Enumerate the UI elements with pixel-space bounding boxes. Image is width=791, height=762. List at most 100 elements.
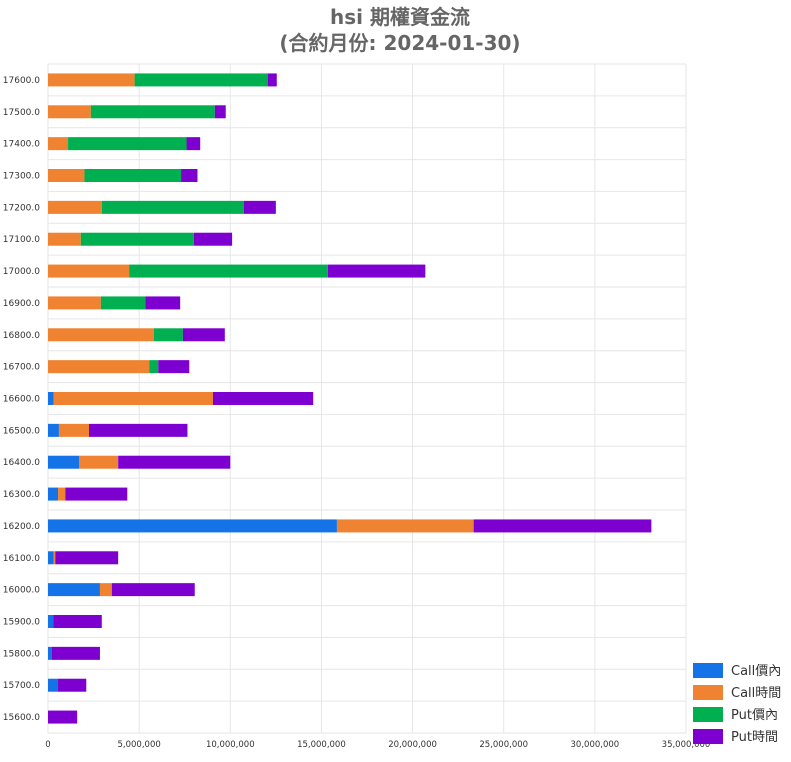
bar-segment[interactable] <box>182 328 225 342</box>
y-tick-label: 17100.0 <box>3 235 40 245</box>
bar-segment[interactable] <box>48 710 78 724</box>
bar-segment[interactable] <box>111 583 195 597</box>
legend-item[interactable]: Call價內 <box>693 663 781 679</box>
bar-segment[interactable] <box>48 105 91 119</box>
bar-segment[interactable] <box>58 678 87 692</box>
bar-segment[interactable] <box>78 455 119 469</box>
y-tick-label: 16600.0 <box>3 395 40 405</box>
bar-segment[interactable] <box>58 423 90 437</box>
bar-segment[interactable] <box>65 487 128 501</box>
bar-segment[interactable] <box>48 328 154 342</box>
bar-segment[interactable] <box>149 360 159 374</box>
bar-segment[interactable] <box>193 232 233 246</box>
bar-segment[interactable] <box>53 551 56 565</box>
bar-segment[interactable] <box>212 392 314 405</box>
y-tick-label: 15600.0 <box>3 713 40 723</box>
bar-segment[interactable] <box>80 232 194 246</box>
y-tick-label: 15900.0 <box>3 618 40 628</box>
bar-segment[interactable] <box>186 137 201 151</box>
bar-segment[interactable] <box>58 487 66 501</box>
bar-segment[interactable] <box>48 392 54 405</box>
y-tick-label: 16800.0 <box>3 331 40 341</box>
bar-segment[interactable] <box>48 487 59 501</box>
bar-segment[interactable] <box>243 200 276 214</box>
bar-segment[interactable] <box>214 105 226 119</box>
x-tick-label: 0 <box>45 740 50 750</box>
bar-segment[interactable] <box>48 583 100 597</box>
bar-segment[interactable] <box>48 232 81 246</box>
bar-segment[interactable] <box>48 646 52 660</box>
y-tick-label: 16400.0 <box>3 458 40 468</box>
bar-segment[interactable] <box>153 328 183 342</box>
bar-segment[interactable] <box>48 73 135 87</box>
y-tick-label: 17200.0 <box>3 203 40 213</box>
y-tick-label: 16700.0 <box>3 363 40 373</box>
bar-segment[interactable] <box>336 519 474 533</box>
bar-segment[interactable] <box>100 296 146 310</box>
y-tick-label: 16300.0 <box>3 490 40 500</box>
legend[interactable]: Call價內 Call時間 Put價內 Put時間 <box>693 663 781 745</box>
legend-item[interactable]: Call時間 <box>693 685 781 701</box>
bar-segment[interactable] <box>48 615 54 628</box>
x-tick-label: 35,000,000 <box>662 740 711 750</box>
y-tick-label: 17500.0 <box>3 108 40 118</box>
bar-segment[interactable] <box>129 264 328 278</box>
x-tick-label: 25,000,000 <box>479 740 528 750</box>
y-axis-ticks: 17600.0 17500.0 17400.0 17300.0 17200.0 17100… <box>3 76 40 723</box>
y-tick-label: 16100.0 <box>3 554 40 564</box>
x-tick-label: 30,000,000 <box>571 740 620 750</box>
bar-segment[interactable] <box>53 615 102 628</box>
bar-segment[interactable] <box>473 519 652 533</box>
bar-segment[interactable] <box>84 169 182 182</box>
legend-swatch <box>693 707 723 722</box>
bar-segment[interactable] <box>48 360 150 374</box>
legend-swatch <box>693 663 723 678</box>
bar-segment[interactable] <box>48 296 101 310</box>
bar-segment[interactable] <box>53 392 213 405</box>
x-axis-ticks: 0 5,000,000 10,000,000 15,000,000 20,000,000… <box>45 740 710 750</box>
bar-segment[interactable] <box>327 264 426 278</box>
x-tick-label: 20,000,000 <box>388 740 437 750</box>
chart-subtitle: (合約月份: 2024-01-30) <box>279 31 520 55</box>
legend-label: Put價內 <box>731 708 778 723</box>
bar-segment[interactable] <box>101 200 244 214</box>
bar-segment[interactable] <box>48 200 102 214</box>
y-tick-label: 17600.0 <box>3 76 40 86</box>
bar-segment[interactable] <box>48 264 130 278</box>
bar-segment[interactable] <box>89 423 188 437</box>
legend-swatch <box>693 685 723 700</box>
legend-swatch <box>693 729 723 744</box>
legend-item[interactable]: Put時間 <box>693 729 778 745</box>
y-tick-label: 17300.0 <box>3 172 40 182</box>
bar-segment[interactable] <box>48 137 69 151</box>
y-tick-label: 16000.0 <box>3 586 40 596</box>
bar-segment[interactable] <box>51 646 100 660</box>
bar-segment[interactable] <box>158 360 190 374</box>
bar-segment[interactable] <box>48 551 54 565</box>
bar-segment[interactable] <box>55 551 119 565</box>
y-tick-label: 15700.0 <box>3 681 40 691</box>
bar-segment[interactable] <box>48 423 59 437</box>
bar-segment[interactable] <box>48 519 337 533</box>
bar-segment[interactable] <box>90 105 215 119</box>
bar-segment[interactable] <box>134 73 268 87</box>
y-tick-label: 16900.0 <box>3 299 40 309</box>
bar-segment[interactable] <box>267 73 277 87</box>
x-tick-label: 15,000,000 <box>297 740 346 750</box>
y-tick-label: 16200.0 <box>3 522 40 532</box>
bar-segment[interactable] <box>48 455 79 469</box>
bar-segment[interactable] <box>118 455 231 469</box>
bar-segment[interactable] <box>181 169 198 182</box>
legend-label: Call時間 <box>731 686 781 701</box>
bar-segment[interactable] <box>68 137 187 151</box>
y-tick-label: 16500.0 <box>3 426 40 436</box>
y-tick-label: 15800.0 <box>3 649 40 659</box>
bar-segment[interactable] <box>48 678 59 692</box>
y-tick-label: 17000.0 <box>3 267 40 277</box>
legend-item[interactable]: Put價內 <box>693 707 778 723</box>
x-tick-label: 10,000,000 <box>206 740 255 750</box>
bar-segment[interactable] <box>48 169 85 182</box>
bar-segment[interactable] <box>99 583 112 597</box>
x-tick-label: 5,000,000 <box>118 740 161 750</box>
bar-segment[interactable] <box>145 296 181 310</box>
